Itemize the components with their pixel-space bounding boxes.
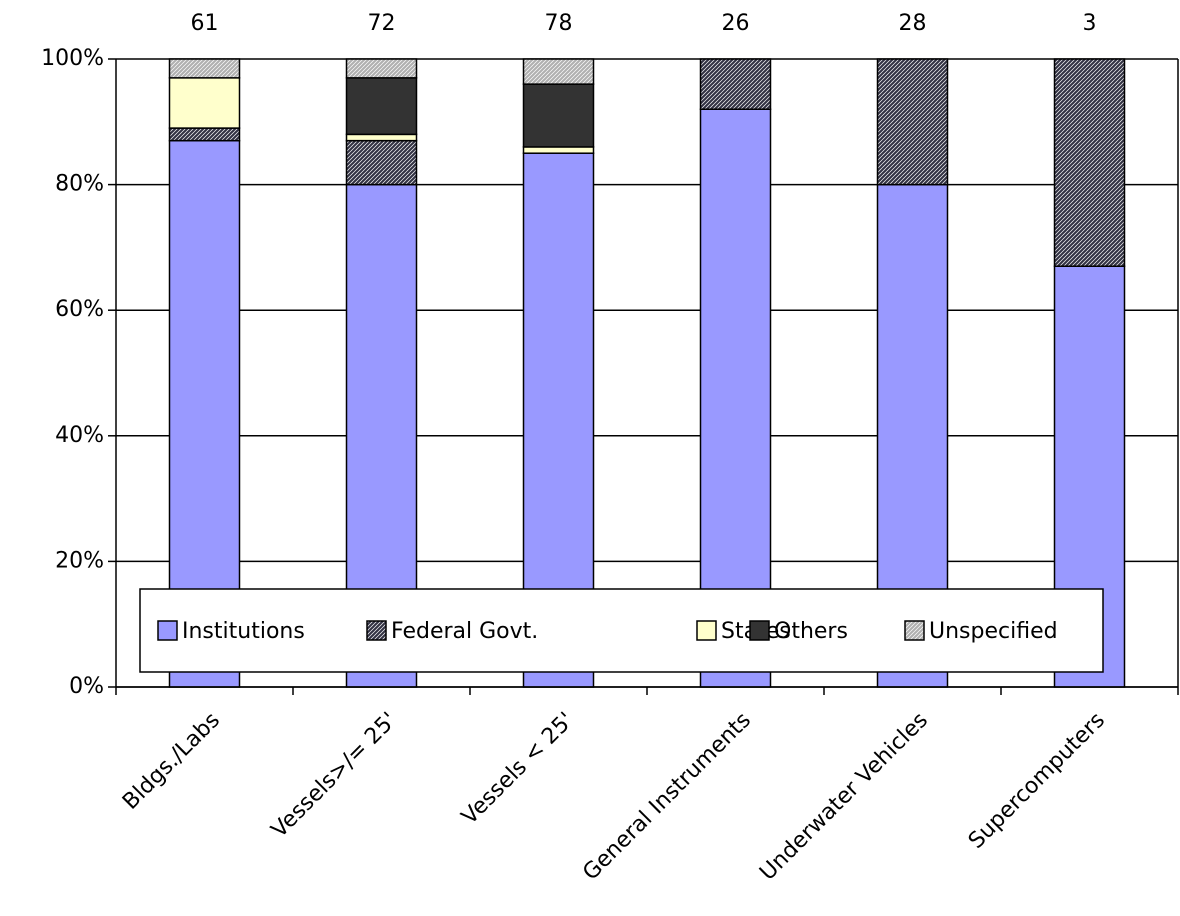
x-tick-label: Bldgs./Labs — [118, 708, 225, 815]
x-tick-label: Supercomputers — [964, 708, 1110, 854]
y-tick-label: 80% — [55, 172, 104, 197]
x-tick-label: Vessels < 25' — [457, 708, 579, 830]
total-label: 61 — [191, 11, 219, 36]
bar-segment — [876, 58, 949, 186]
bar-segment — [522, 58, 595, 85]
bar-segment — [345, 133, 418, 142]
legend-label: Unspecified — [929, 619, 1058, 644]
total-label: 26 — [722, 11, 750, 36]
legend-label: Institutions — [182, 619, 305, 644]
legend-box — [139, 588, 1104, 673]
bar-segment — [168, 58, 241, 79]
y-tick-label: 20% — [55, 548, 104, 573]
total-label: 3 — [1083, 11, 1097, 36]
bar-segment — [699, 58, 772, 110]
bar-segment — [1053, 58, 1126, 267]
total-label: 78 — [545, 11, 573, 36]
legend-swatch — [696, 620, 717, 641]
bar-segment — [345, 58, 418, 79]
bar-segment — [345, 139, 418, 186]
bar-segment — [345, 77, 418, 136]
x-tick-label: General Instruments — [578, 708, 756, 886]
y-tick-label: 100% — [41, 46, 104, 71]
x-tick-label: Vessels>/= 25' — [267, 708, 402, 843]
bar-segment — [168, 77, 241, 129]
bar-segment — [522, 83, 595, 148]
bar-segment — [168, 127, 241, 142]
y-tick-label: 0% — [69, 674, 104, 699]
legend-label: Others — [774, 619, 848, 644]
legend-swatch — [157, 620, 178, 641]
x-tick-label: Underwater Vehicles — [755, 708, 933, 886]
y-tick-label: 40% — [55, 423, 104, 448]
total-label: 72 — [368, 11, 396, 36]
total-label: 28 — [899, 11, 927, 36]
legend-swatch — [366, 620, 387, 641]
bar-segment — [522, 146, 595, 154]
y-tick-label: 60% — [55, 297, 104, 322]
legend-swatch — [749, 620, 770, 641]
legend-swatch — [904, 620, 925, 641]
legend-label: Federal Govt. — [391, 619, 538, 644]
